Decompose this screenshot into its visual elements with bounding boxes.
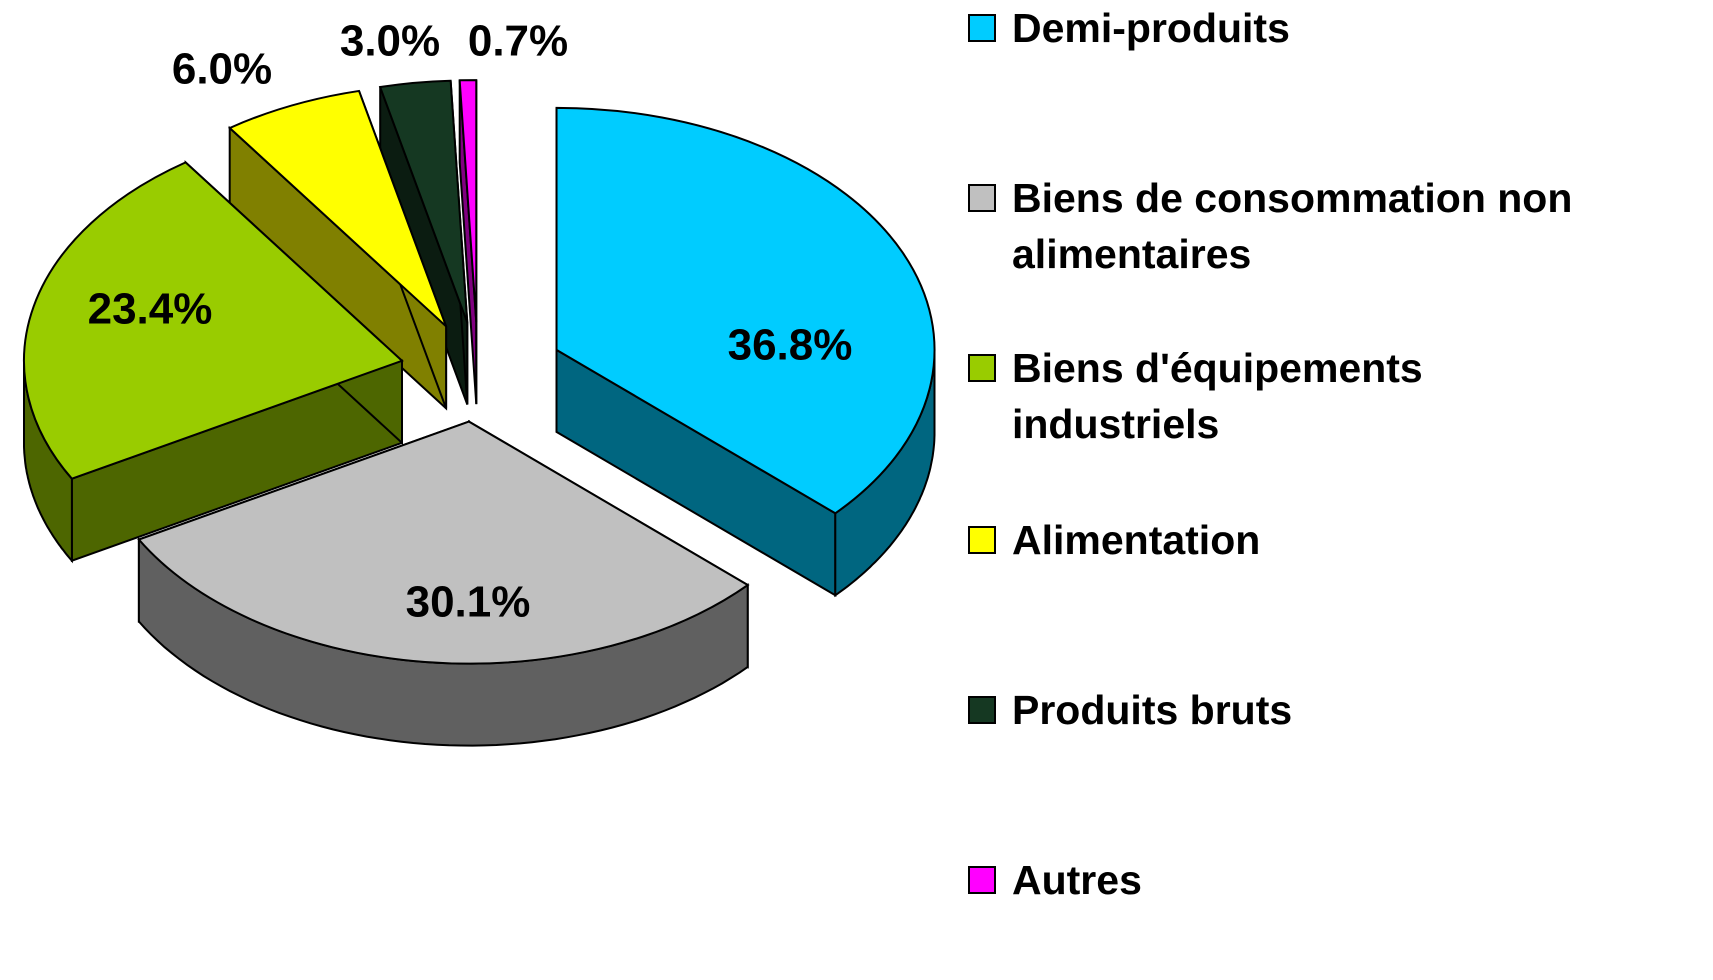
slice-top <box>378 79 469 323</box>
slice-top <box>555 106 936 515</box>
legend-label: Demi-produits <box>1012 5 1290 51</box>
data-label: 3.0% <box>340 17 440 66</box>
slice-top <box>22 161 404 480</box>
legend-swatch <box>968 866 996 894</box>
data-label: 6.0% <box>172 45 272 94</box>
legend-label: Autres <box>1012 857 1142 903</box>
slice-top <box>458 79 478 323</box>
legend-label: Biens de consommation non alimentaires <box>1012 175 1573 277</box>
legend-item: Biens de consommation non alimentaires <box>968 170 1612 282</box>
legend-swatch <box>968 354 996 382</box>
legend-item: Produits bruts <box>968 682 1612 738</box>
legend-label: Biens d'équipements industriels <box>1012 345 1423 447</box>
legend-item: Biens d'équipements industriels <box>968 340 1612 452</box>
slice-top <box>137 420 750 665</box>
legend-label: Produits bruts <box>1012 687 1293 733</box>
legend-swatch <box>968 14 996 42</box>
data-label: 23.4% <box>88 285 213 334</box>
data-label: 36.8% <box>728 321 853 370</box>
legend-swatch <box>968 184 996 212</box>
slice <box>22 160 404 564</box>
legend-swatch <box>968 696 996 724</box>
legend-item: Autres <box>968 852 1612 908</box>
pie-area: 36.8% 30.1% 23.4% 6.0% 3.0% 0.7% <box>22 17 936 747</box>
legend-item: Alimentation <box>968 512 1612 568</box>
legend-swatch <box>968 526 996 554</box>
slice <box>137 419 750 747</box>
data-label: 0.7% <box>468 17 568 66</box>
slice <box>458 79 478 405</box>
data-label: 30.1% <box>406 578 531 627</box>
slice <box>555 106 936 598</box>
legend-label: Alimentation <box>1012 517 1261 563</box>
slice <box>227 89 448 411</box>
legend-item: Demi-produits <box>968 0 1612 56</box>
slice-top <box>227 89 448 328</box>
